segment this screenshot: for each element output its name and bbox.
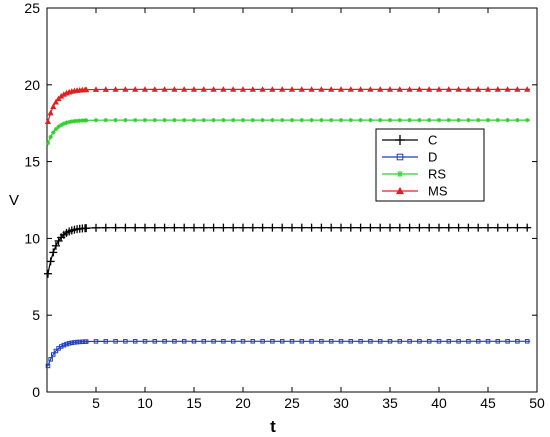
series-rs xyxy=(45,117,531,146)
series-line-c xyxy=(47,227,531,274)
series-d xyxy=(45,339,531,369)
series-line-d xyxy=(47,340,531,367)
legend-label: D xyxy=(428,150,437,165)
x-tick-label: 45 xyxy=(480,395,496,411)
y-tick-label: 5 xyxy=(32,307,40,323)
legend-label: MS xyxy=(428,184,448,199)
series-ms xyxy=(44,86,531,125)
x-tick-label: 30 xyxy=(333,395,349,411)
legend-entry: C xyxy=(382,133,437,148)
y-tick-label: 20 xyxy=(24,77,40,93)
series-line-ms xyxy=(47,88,531,122)
x-tick-label: 15 xyxy=(186,395,202,411)
x-axis-label: t xyxy=(270,417,276,436)
series-c xyxy=(43,223,532,278)
y-tick-label: 0 xyxy=(32,384,40,400)
y-tick-label: 10 xyxy=(24,230,40,246)
series-markers-rs xyxy=(45,117,530,146)
legend-label: C xyxy=(428,133,437,148)
series-markers-ms xyxy=(44,86,531,125)
legend-box xyxy=(375,128,485,202)
legend-entry: D xyxy=(382,150,437,165)
x-tick-label: 35 xyxy=(382,395,398,411)
series-markers-c xyxy=(43,223,532,278)
x-tick-label: 50 xyxy=(529,395,545,411)
y-tick-label: 25 xyxy=(24,0,40,16)
legend: CD RS MS xyxy=(375,128,485,202)
legend-entry: MS xyxy=(382,184,448,199)
x-tick-label: 10 xyxy=(137,395,153,411)
legend-entry: RS xyxy=(382,167,446,182)
series-markers-d xyxy=(45,339,530,369)
x-tick-label: 40 xyxy=(431,395,447,411)
y-tick-label: 15 xyxy=(24,154,40,170)
x-tick-label: 20 xyxy=(235,395,251,411)
x-tick-label: 25 xyxy=(284,395,300,411)
series-lines xyxy=(43,86,532,369)
legend-label: RS xyxy=(428,167,446,182)
y-axis-label: V xyxy=(9,192,19,209)
ticks: 5 10 15 20 25 30 35 40 45 50 0 5 10 15 20 25 xyxy=(24,0,545,411)
x-tick-label: 5 xyxy=(92,395,100,411)
